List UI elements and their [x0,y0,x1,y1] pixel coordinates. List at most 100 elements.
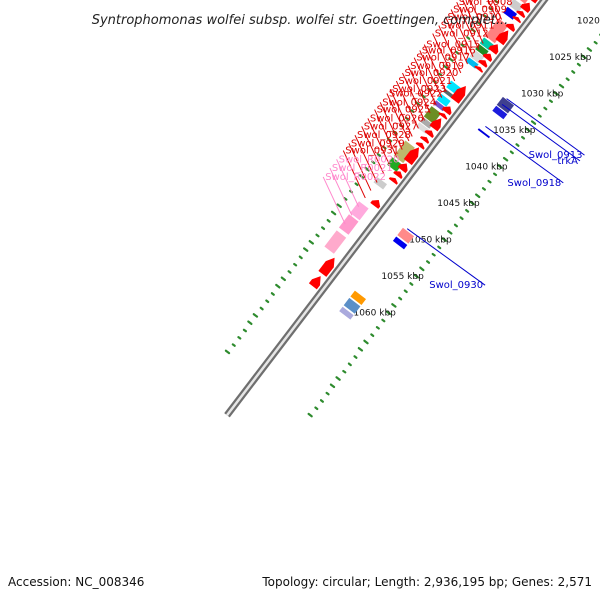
tick-mark [581,54,587,60]
leader-line [389,88,413,137]
gene-label[interactable]: Swol_R0022 [325,172,386,183]
gene-feature[interactable] [324,230,347,254]
leader-line [386,93,410,142]
gene-arrow[interactable] [308,276,321,290]
gene-arrow[interactable] [403,147,419,166]
tick-mark [438,72,443,77]
gene-label[interactable]: Swol_0921 [398,76,452,87]
gene-feature[interactable] [338,214,359,235]
gene-feature[interactable] [350,290,366,305]
gene-feature[interactable] [387,157,403,172]
leader-line [374,109,398,158]
leader-line [379,102,403,150]
gene-label[interactable]: Swol_0929 [351,138,405,149]
gene-arrow[interactable] [415,142,425,150]
gene-arrow[interactable] [488,44,499,55]
gene-arrow[interactable] [318,257,335,277]
gene-arrow[interactable] [370,200,381,209]
gene-feature[interactable] [373,177,388,190]
gene-label[interactable]: Swol_0915 [426,40,480,51]
tick-mark [354,182,359,187]
gene-label[interactable]: Swol_R0020 [339,154,400,165]
gene-label[interactable]: Swol_0918 [507,178,561,189]
kbp-tick-label: 1055 kbp [381,272,424,282]
gene-label[interactable]: Swol_0919 [410,61,464,72]
gene-arrow[interactable] [424,130,434,138]
tick-mark [515,143,520,147]
gene-arrow[interactable] [482,53,493,62]
gene-feature[interactable] [423,106,442,124]
gene-label[interactable]: Swol_0912 [435,29,489,40]
tick-mark [364,166,370,172]
tick-mark [330,210,337,216]
tick-mark [488,7,493,11]
gene-feature[interactable] [339,306,354,320]
gene-feature[interactable] [343,297,361,314]
gene-label[interactable]: Swol_0907 [463,0,517,2]
gene-arrow[interactable] [495,30,509,46]
tick-mark [391,303,397,308]
gene-label[interactable]: Swol_0924 [382,97,436,108]
gene-label[interactable]: Swol_0910 [448,12,502,23]
gene-label[interactable]: Swol_0909 [453,5,507,16]
gene-feature[interactable] [350,201,369,221]
gene-label[interactable]: Swol_R0021 [332,163,393,174]
gene-arrow[interactable] [429,118,442,132]
gene-feature[interactable] [485,18,509,44]
tick-mark [558,83,565,89]
tick-mark [576,62,581,67]
gene-arrow[interactable] [441,106,452,116]
gene-feature[interactable] [436,93,451,107]
tick-mark [409,282,414,286]
gene-arrow[interactable] [520,2,531,14]
leader-line [423,44,447,93]
tick-mark [419,266,425,272]
gene-feature[interactable] [496,96,514,114]
gene-arrow[interactable] [478,60,488,68]
gene-label[interactable]: Swol_0927 [364,121,418,132]
gene-label[interactable]: Swol_0916 [422,45,476,56]
gene-arrow[interactable] [505,23,516,32]
gene-arrow[interactable] [420,136,430,144]
gene-feature[interactable] [475,44,489,57]
leader-line [469,0,489,39]
gene-arrow[interactable] [438,112,448,120]
gene-label[interactable]: Swol_0925 [377,105,431,116]
gene-feature[interactable] [508,0,524,13]
gene-label[interactable]: Swol_0923 [392,84,446,95]
gene-label[interactable]: Swol_0911 [441,21,495,32]
gene-feature[interactable] [477,128,490,139]
gene-arrow[interactable] [474,65,483,73]
gene-label[interactable]: Swol_0913 [529,150,583,161]
gene-label[interactable]: Swol_0930 [429,280,483,291]
gene-label[interactable]: Swol_0928 [357,130,411,141]
gene-label[interactable]: Swol_0926 [370,113,424,124]
gene-label[interactable]: Swol_0931 [345,146,399,157]
gene-arrow[interactable] [397,163,408,174]
tick-mark [315,233,320,238]
tick-mark [247,320,253,325]
gene-label[interactable]: Swol_0922 [389,89,443,100]
gene-feature[interactable] [419,117,433,129]
gene-label[interactable]: Swol_0920 [405,68,459,79]
kbp-tick-label: 1025 kbp [549,53,592,63]
leader-line [322,176,346,225]
tick-mark [342,369,347,374]
gene-feature[interactable] [392,236,408,250]
gene-feature[interactable] [397,227,414,244]
backbone-core [225,0,546,416]
gene-arrow[interactable] [516,10,526,19]
leader-line [501,103,581,162]
gene-arrow[interactable] [388,177,398,185]
gene-arrow[interactable] [527,0,543,4]
gene-arrow[interactable] [450,86,466,104]
gene-label[interactable]: trkA [557,156,578,167]
leader-line [402,72,425,121]
gene-feature[interactable] [515,0,538,4]
gene-arrow[interactable] [393,171,403,179]
gene-label[interactable]: Swol_0917 [416,53,470,64]
gene-arrow[interactable] [512,16,521,24]
gene-label[interactable]: Swol_0908 [459,0,513,8]
gene-feature[interactable] [492,105,508,120]
gene-feature[interactable] [393,140,415,164]
